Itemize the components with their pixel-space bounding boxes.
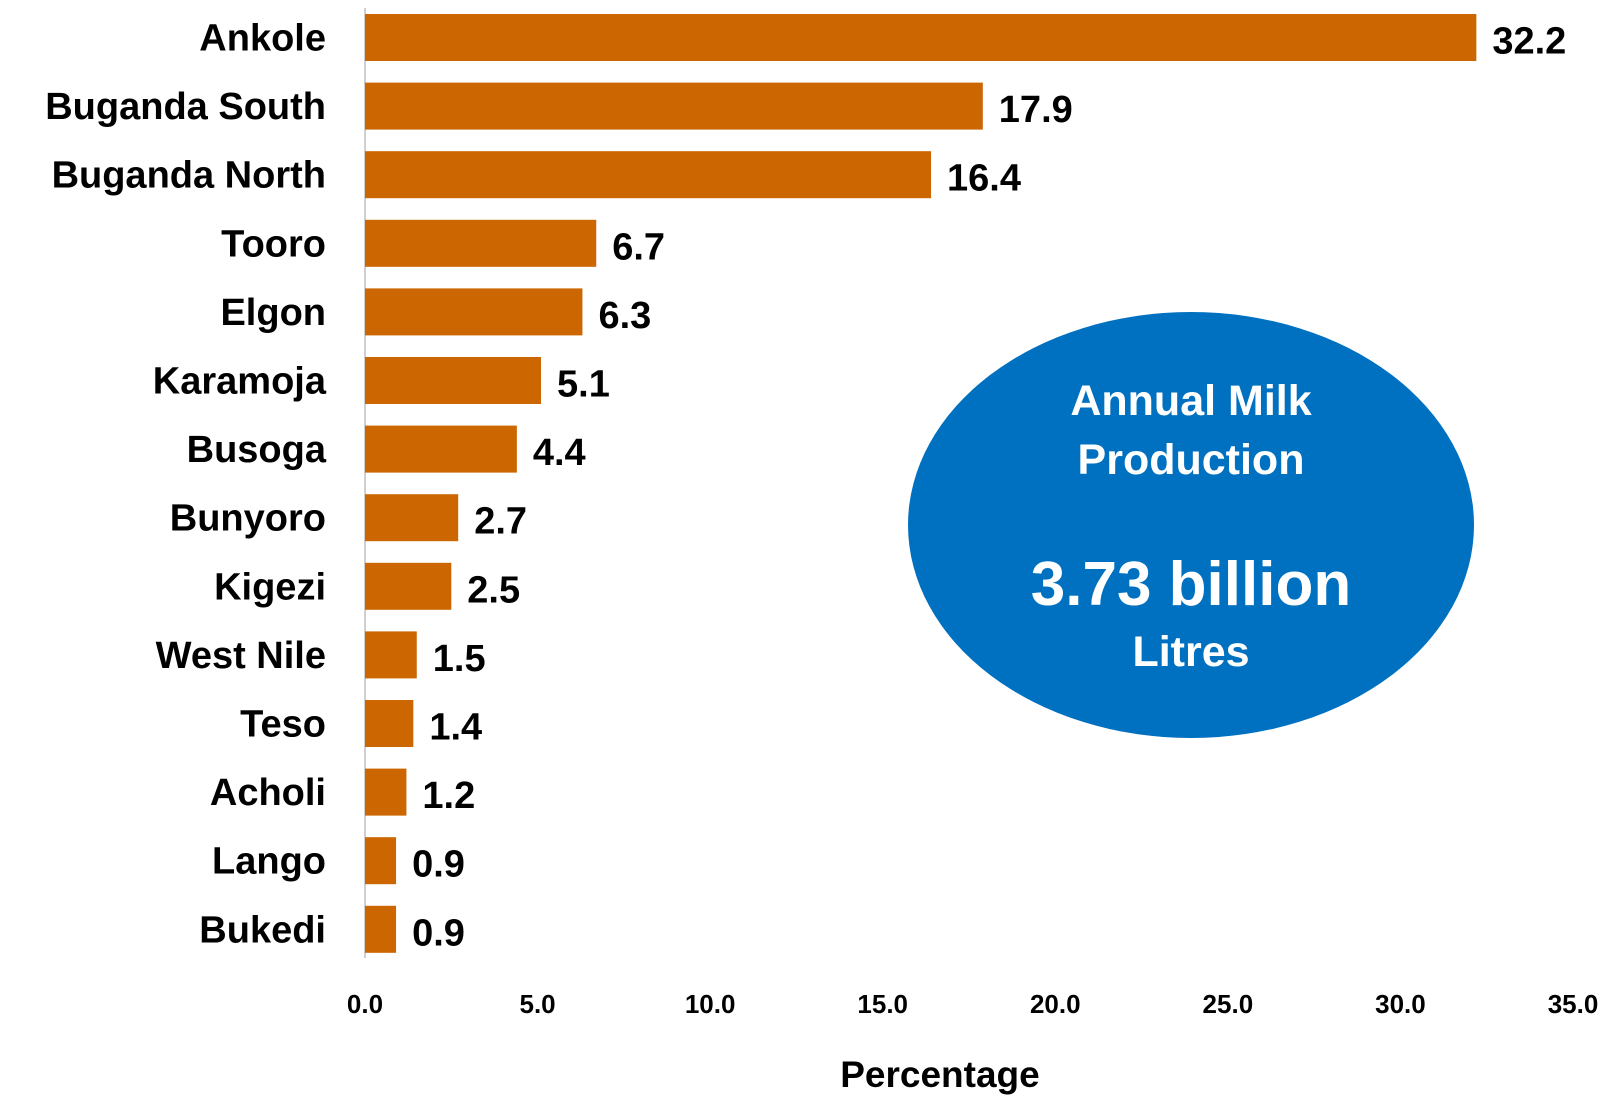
bar xyxy=(365,82,983,130)
category-label: Teso xyxy=(240,704,326,746)
category-label: Busoga xyxy=(187,429,327,471)
value-label: 16.4 xyxy=(947,158,1021,200)
x-tick-label: 15.0 xyxy=(857,989,908,1019)
category-label: Bukedi xyxy=(199,909,326,951)
value-label: 2.7 xyxy=(474,501,527,543)
callout-unit: Litres xyxy=(1132,628,1249,676)
callout-line1: Annual Milk xyxy=(1070,377,1311,425)
bars-group xyxy=(365,14,1477,953)
bar xyxy=(365,151,932,199)
category-label: Lango xyxy=(212,841,326,883)
category-label: Ankole xyxy=(199,18,326,60)
bar xyxy=(365,562,452,610)
bar xyxy=(365,768,407,816)
value-label: 5.1 xyxy=(557,364,610,406)
category-label: Buganda North xyxy=(52,155,326,197)
value-label: 0.9 xyxy=(412,844,465,886)
x-tick-label: 35.0 xyxy=(1548,989,1599,1019)
category-label: Kigezi xyxy=(214,566,326,608)
callout-value: 3.73 billion xyxy=(1031,550,1351,619)
callout-line2: Production xyxy=(1078,436,1305,484)
x-tick-label: 25.0 xyxy=(1203,989,1254,1019)
category-label: West Nile xyxy=(156,635,326,677)
production-callout: Annual Milk Production 3.73 billion Litr… xyxy=(908,312,1474,738)
category-label: Karamoja xyxy=(153,361,327,403)
category-label: Elgon xyxy=(220,292,326,334)
bar xyxy=(365,837,397,885)
value-label: 0.9 xyxy=(412,912,465,954)
bar xyxy=(365,219,597,267)
category-label: Acholi xyxy=(210,772,326,814)
x-tick-label: 10.0 xyxy=(685,989,736,1019)
bar xyxy=(365,631,417,679)
category-labels: Ankole Buganda South Buganda North Tooro Elg… xyxy=(45,18,327,952)
bar xyxy=(365,700,414,747)
x-axis-ticks: 0.0 5.0 10.0 15.0 20.0 25.0 30.0 35.0 xyxy=(347,989,1598,1019)
category-label: Bunyoro xyxy=(170,498,326,540)
value-label: 1.2 xyxy=(422,775,475,817)
callout-bubble xyxy=(908,312,1474,738)
value-label: 17.9 xyxy=(999,89,1073,131)
category-label: Buganda South xyxy=(45,86,326,128)
value-label: 2.5 xyxy=(467,569,520,611)
value-label: 1.5 xyxy=(433,638,486,680)
value-label: 4.4 xyxy=(533,432,586,474)
value-labels: 32.2 17.9 16.4 6.7 6.3 5.1 4.42.7 2.5 1.5 1.4 1.2 0… xyxy=(412,21,1566,955)
x-tick-label: 20.0 xyxy=(1030,989,1081,1019)
value-label: 32.2 xyxy=(1492,21,1566,63)
value-label: 6.7 xyxy=(612,226,665,268)
x-axis-title: Percentage xyxy=(840,1054,1040,1095)
bar xyxy=(365,288,583,336)
bar xyxy=(365,494,459,542)
bar xyxy=(365,14,1477,61)
value-label: 1.4 xyxy=(429,707,482,749)
bar xyxy=(365,357,542,404)
x-tick-label: 0.0 xyxy=(347,989,383,1019)
category-label: Tooro xyxy=(221,223,326,265)
x-tick-label: 5.0 xyxy=(519,989,555,1019)
value-label: 6.3 xyxy=(598,295,651,337)
bar xyxy=(365,905,397,953)
x-tick-label: 30.0 xyxy=(1375,989,1426,1019)
bar xyxy=(365,425,517,473)
